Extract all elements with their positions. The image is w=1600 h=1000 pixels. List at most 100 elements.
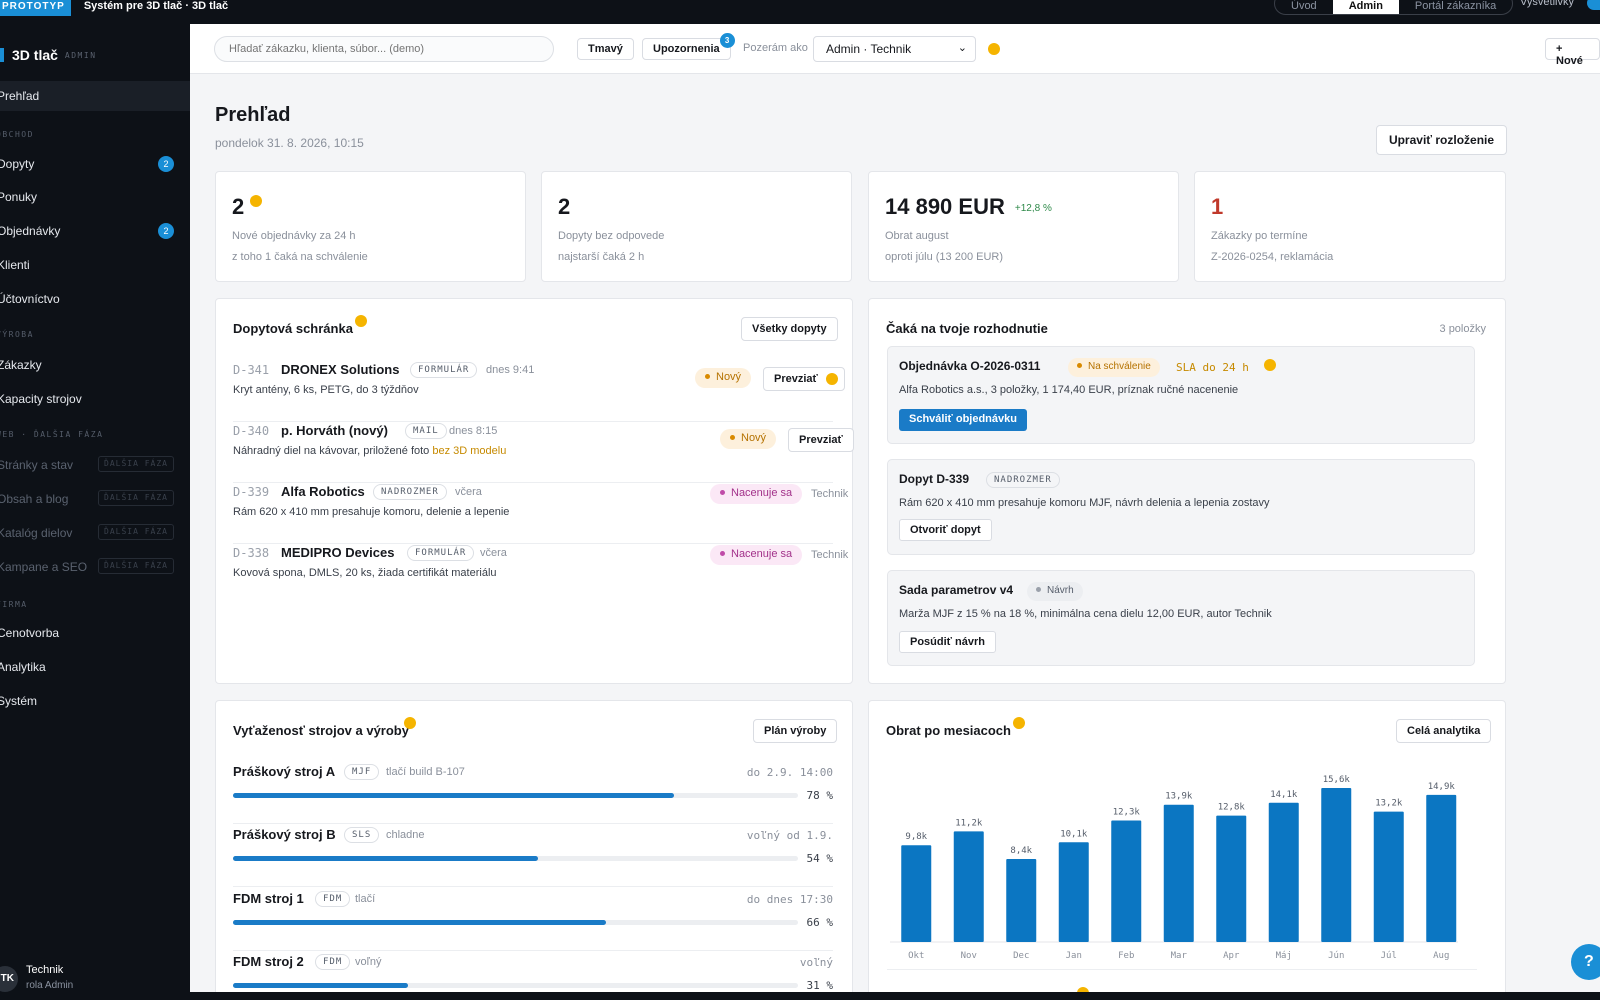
sidebar-item-overview[interactable]: Prehľad	[0, 81, 190, 111]
list-item[interactable]: D-340 p. Horváth (nový) MAIL dnes 8:15 N…	[233, 422, 854, 483]
assignee: Technik	[811, 488, 849, 500]
list-item[interactable]: D-339 Alfa Robotics NADROZMER včera Rám …	[233, 483, 848, 544]
approve-order-button[interactable]: Schváliť objednávku	[899, 409, 1027, 431]
inquiry-time: dnes 9:41	[486, 364, 535, 376]
x-tick-label: Apr	[1223, 951, 1240, 961]
edit-layout-button[interactable]: Upraviť rozloženie	[1376, 125, 1507, 155]
sidebar-item-label: Kampane a SEO	[0, 560, 88, 574]
machine-row[interactable]: FDM stroj 2 FDM voľný voľný 31 %	[233, 951, 833, 1000]
source-tag: NADROZMER	[986, 472, 1060, 488]
sidebar-item-label: Objednávky	[0, 224, 61, 238]
system-title: Systém pre 3D tlač · 3D tlač	[83, 0, 229, 12]
bar-value-label: 14,1k	[1270, 790, 1298, 800]
x-tick-label: Okt	[908, 951, 924, 961]
sidebar-item-analytics[interactable]: Analytika	[0, 652, 190, 682]
sidebar-item-machine-capacity[interactable]: Kapacity strojov	[0, 384, 190, 414]
viewing-as-label: Pozerám ako	[743, 42, 808, 54]
user-profile[interactable]: TK Technik rola Admin	[0, 962, 190, 996]
kpi-card-overdue-jobs[interactable]: 1 Zákazky po termíne Z-2026-0254, reklam…	[1194, 171, 1506, 282]
decision-description: Alfa Robotics a.s., 3 položky, 1 174,40 …	[899, 384, 1239, 396]
source-tag: MAIL	[405, 423, 447, 439]
decision-item-parameters: Sada parametrov v4 Návrh Marža MJF z 15 …	[887, 570, 1475, 666]
revenue-bar[interactable]	[1058, 842, 1089, 942]
utilization-fill	[233, 920, 606, 925]
machine-row[interactable]: Práškový stroj B SLS chladne voľný od 1.…	[233, 824, 833, 887]
decision-title: Objednávka O-2026-0311	[899, 359, 1041, 373]
x-tick-label: Mar	[1171, 951, 1188, 961]
revenue-bar[interactable]	[901, 845, 932, 942]
source-tag: NADROZMER	[373, 484, 447, 500]
revenue-bar[interactable]	[1426, 794, 1457, 942]
bar-value-label: 11,2k	[955, 818, 983, 828]
revenue-bar[interactable]	[1268, 802, 1299, 942]
review-draft-button[interactable]: Posúdiť návrh	[899, 631, 996, 653]
revenue-bar[interactable]	[1006, 859, 1037, 942]
sidebar-item-offers[interactable]: Ponuky	[0, 182, 190, 212]
x-tick-label: Júl	[1381, 951, 1397, 961]
role-select[interactable]: Admin · Technik ⌄	[813, 36, 976, 62]
description-highlight: bez 3D modelu	[432, 445, 507, 457]
all-inquiries-button[interactable]: Všetky dopyty	[741, 317, 838, 341]
status-badge: Nacenuje sa	[710, 545, 803, 565]
kpi-card-unanswered-inquiries[interactable]: 2 Dopyty bez odpovede najstarší čaká 2 h	[541, 171, 852, 282]
topnav-customer-portal[interactable]: Portál zákazníka	[1414, 0, 1497, 12]
take-over-button[interactable]: Prevziať	[788, 428, 854, 452]
full-analytics-button[interactable]: Celá analytika	[1396, 719, 1492, 743]
inquiry-id: D-339	[233, 485, 270, 499]
sidebar-item-orders[interactable]: Objednávky 2	[0, 216, 190, 246]
bar-value-label: 13,2k	[1375, 799, 1403, 809]
source-tag: FORMULÁR	[410, 362, 478, 378]
card-title: Čaká na tvoje rozhodnutie	[886, 321, 1048, 336]
kpi-value: 2	[232, 194, 245, 219]
attention-dot-icon	[1013, 717, 1025, 729]
sidebar-item-system[interactable]: Systém	[0, 686, 190, 716]
sidebar-item-clients[interactable]: Klienti	[0, 250, 190, 280]
machine-name: Práškový stroj A	[233, 764, 336, 779]
machine-until: do dnes 17:30	[746, 893, 833, 906]
button-label: Prevziať	[774, 373, 818, 385]
machine-row[interactable]: Práškový stroj A MJF tlačí build B-107 d…	[233, 761, 833, 824]
notifications-button[interactable]: Upozornenia 3	[642, 33, 735, 60]
sidebar-item-accounting[interactable]: Účtovníctvo	[0, 284, 190, 314]
sidebar-item-pricing[interactable]: Cenotvorba	[0, 618, 190, 648]
decision-description: Marža MJF z 15 % na 18 %, minimálna cena…	[899, 608, 1272, 620]
topnav-admin[interactable]: Admin	[1332, 0, 1399, 14]
topnav-home[interactable]: Úvod	[1291, 0, 1317, 12]
theme-button[interactable]: Tmavý	[577, 38, 634, 60]
take-over-button[interactable]: Prevziať	[763, 367, 845, 391]
search-input[interactable]	[214, 36, 554, 62]
revenue-bar[interactable]	[1111, 820, 1142, 942]
brand[interactable]: 3D tlač ADMIN	[0, 47, 97, 63]
sidebar-item-label: Kapacity strojov	[0, 392, 82, 406]
revenue-bar[interactable]	[1373, 811, 1404, 942]
open-inquiry-button[interactable]: Otvoriť dopyt	[899, 519, 992, 541]
list-item[interactable]: D-341 DRONEX Solutions FORMULÁR dnes 9:4…	[233, 361, 845, 422]
new-button[interactable]: + Nové	[1545, 38, 1600, 67]
revenue-bar[interactable]	[1216, 815, 1247, 942]
machine-state: chladne	[386, 829, 425, 841]
machine-row[interactable]: FDM stroj 1 FDM tlačí do dnes 17:30 66 %	[233, 888, 833, 951]
top-bar: PROTOTYP Systém pre 3D tlač · 3D tlač Úv…	[0, 0, 1600, 24]
help-button[interactable]: ?	[1571, 944, 1600, 980]
sidebar-item-jobs[interactable]: Zákazky	[0, 350, 190, 380]
revenue-bar[interactable]	[1321, 787, 1352, 942]
revenue-bar[interactable]	[953, 831, 984, 942]
utilization-fill	[233, 983, 409, 988]
top-navigation: Úvod Admin Portál zákazníka	[1274, 0, 1514, 15]
revenue-bar[interactable]	[1163, 804, 1194, 942]
kpi-label: Zákazky po termíne	[1211, 230, 1308, 242]
production-plan-button[interactable]: Plán výroby	[753, 719, 838, 743]
list-item[interactable]: D-338 MEDIPRO Devices FORMULÁR včera Kov…	[233, 544, 848, 605]
attention-dot-icon	[825, 373, 838, 385]
explanations-toggle[interactable]	[1587, 0, 1600, 10]
sidebar-item-label: Stránky a stav	[0, 458, 74, 472]
kpi-card-new-orders[interactable]: 2 Nové objednávky za 24 h z toho 1 čaká …	[215, 171, 526, 282]
bar-value-label: 10,1k	[1060, 829, 1088, 839]
kpi-card-revenue[interactable]: 14 890 EUR +12,8 % Obrat august oproti jú…	[868, 171, 1179, 282]
attention-dot-icon	[988, 43, 1000, 55]
sidebar-item-label: Zákazky	[0, 358, 42, 372]
status-label: Nacenuje sa	[731, 548, 793, 560]
sidebar-item-inquiries[interactable]: Dopyty 2	[0, 149, 190, 179]
sidebar-section-web: WEB · ĎALŠIA FÁZA	[0, 430, 104, 439]
inquiry-time: dnes 8:15	[449, 425, 498, 437]
